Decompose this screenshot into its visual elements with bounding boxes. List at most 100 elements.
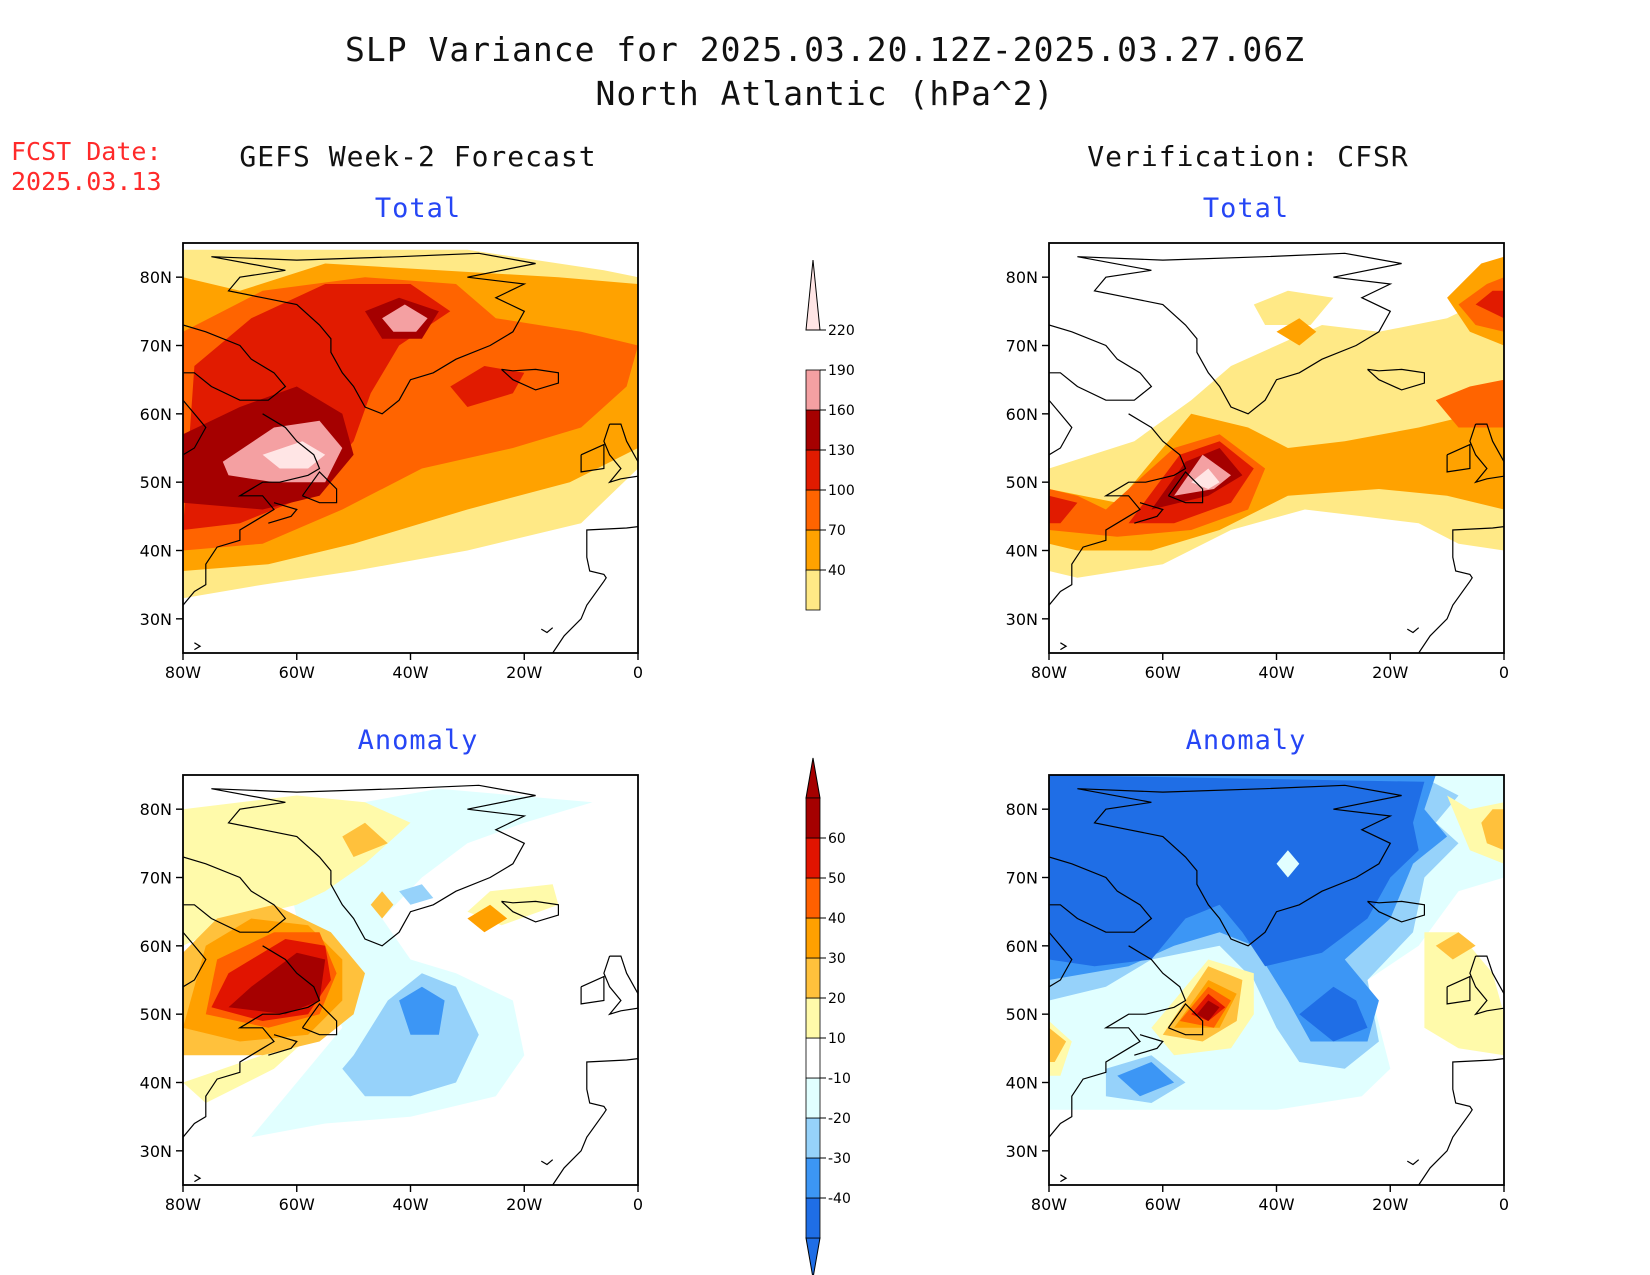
contour-region — [1117, 1062, 1175, 1097]
coastline — [1060, 642, 1068, 651]
lon-tick-label: 20W — [1372, 663, 1408, 682]
forecast-date-block: FCST Date: 2025.03.13 — [11, 137, 162, 197]
lat-tick-label: 60N — [140, 405, 172, 424]
lat-tick-label: 50N — [140, 1005, 172, 1024]
anomaly-colorbar-swatch — [805, 877, 821, 919]
anomaly-colorbar-swatch — [805, 1197, 821, 1239]
coastline — [1446, 443, 1471, 473]
total-colorbar-label: 100 — [828, 483, 855, 499]
contour-region — [262, 441, 326, 469]
lat-tick-label: 70N — [1006, 337, 1038, 356]
main-title: SLP Variance for 2025.03.20.12Z-2025.03.… — [345, 30, 1305, 69]
contour-region — [1299, 986, 1368, 1042]
lat-tick-label: 30N — [140, 610, 172, 629]
coastline — [301, 470, 338, 504]
coastline — [580, 975, 605, 1005]
contour-region — [1276, 850, 1300, 878]
contour-region — [1276, 318, 1317, 346]
anomaly-colorbar-swatch — [805, 957, 821, 999]
anomaly-colorbar-top-triangle — [805, 757, 821, 799]
lat-tick-label: 40N — [140, 542, 172, 561]
lat-tick-label: 50N — [1006, 473, 1038, 492]
anomaly-colorbar-swatch — [805, 997, 821, 1039]
lon-tick-label: 80W — [165, 663, 201, 682]
lon-tick-label: 0 — [633, 663, 643, 682]
total-colorbar-label: 130 — [828, 443, 855, 459]
coastline — [501, 900, 560, 923]
main-subtitle: North Atlantic (hPa^2) — [595, 74, 1055, 113]
left-column-title: GEFS Week-2 Forecast — [239, 140, 597, 173]
map-bl — [183, 775, 638, 1185]
total-colorbar-label: 40 — [828, 563, 846, 579]
lon-tick-label: 0 — [1499, 663, 1509, 682]
coastline — [1469, 955, 1504, 1016]
lat-tick-label: 70N — [140, 869, 172, 888]
lon-tick-label: 40W — [1258, 1195, 1294, 1214]
coastline — [540, 1159, 554, 1166]
total-colorbar-label: 70 — [828, 523, 846, 539]
contour-region — [1435, 932, 1476, 960]
lat-tick-label: 50N — [140, 473, 172, 492]
coastline — [1049, 931, 1073, 988]
coastline — [1418, 1058, 1504, 1185]
lon-tick-label: 60W — [279, 663, 315, 682]
verif-total-title: Total — [1202, 193, 1290, 224]
contour-region — [1253, 290, 1334, 325]
coastline — [1406, 627, 1420, 634]
anomaly-colorbar-label: -40 — [828, 1191, 851, 1207]
contour-region — [370, 891, 394, 919]
anomaly-colorbar-swatch — [805, 1117, 821, 1159]
coastline — [183, 413, 321, 606]
lon-tick-label: 60W — [1145, 663, 1181, 682]
lon-tick-label: 20W — [1372, 1195, 1408, 1214]
total-colorbar-top-triangle — [805, 259, 821, 331]
forecast-date-label: FCST Date: — [11, 137, 162, 166]
anomaly-colorbar-label: 40 — [828, 911, 846, 927]
contour-region — [342, 822, 388, 857]
coastline — [1134, 1034, 1164, 1056]
lon-tick-label: 80W — [1031, 663, 1067, 682]
lat-tick-label: 60N — [1006, 405, 1038, 424]
coastline — [183, 945, 321, 1138]
contour-region — [399, 986, 445, 1035]
total-colorbar-swatch — [805, 529, 821, 571]
coastline — [1406, 1159, 1420, 1166]
coastline — [183, 856, 287, 933]
coastline — [194, 1174, 202, 1183]
contour-region — [1435, 379, 1504, 428]
lon-tick-label: 40W — [392, 1195, 428, 1214]
lon-tick-label: 20W — [506, 1195, 542, 1214]
anomaly-colorbar-swatch — [805, 797, 821, 839]
contour-region — [1049, 1027, 1067, 1062]
coastline — [1367, 368, 1426, 391]
coastline — [268, 502, 298, 524]
coastline — [552, 1058, 638, 1185]
coastline — [603, 423, 638, 484]
lon-tick-label: 0 — [1499, 1195, 1509, 1214]
lat-tick-label: 40N — [140, 1074, 172, 1093]
contour-region — [1049, 775, 1425, 967]
anomaly-colorbar-swatch — [805, 1157, 821, 1199]
coastline — [1049, 856, 1153, 933]
fcst-total-title: Total — [374, 193, 462, 224]
total-colorbar-swatch — [805, 449, 821, 491]
coastline — [1418, 526, 1504, 653]
lon-tick-label: 60W — [1145, 1195, 1181, 1214]
contour-region — [1481, 809, 1504, 851]
lon-tick-label: 80W — [1031, 1195, 1067, 1214]
anomaly-colorbar-bottom-triangle — [805, 1237, 821, 1275]
anomaly-colorbar-label: 10 — [828, 1031, 846, 1047]
coastline — [1049, 945, 1187, 1138]
anomaly-colorbar-label: 20 — [828, 991, 846, 1007]
lat-tick-label: 80N — [140, 268, 172, 287]
lon-tick-label: 20W — [506, 663, 542, 682]
coastline — [580, 443, 605, 473]
anomaly-colorbar-label: 30 — [828, 951, 846, 967]
lat-tick-label: 60N — [1006, 937, 1038, 956]
coastline — [183, 324, 287, 401]
lat-tick-label: 80N — [140, 800, 172, 819]
lat-tick-label: 30N — [1006, 610, 1038, 629]
lat-tick-label: 70N — [1006, 869, 1038, 888]
lat-tick-label: 80N — [1006, 268, 1038, 287]
